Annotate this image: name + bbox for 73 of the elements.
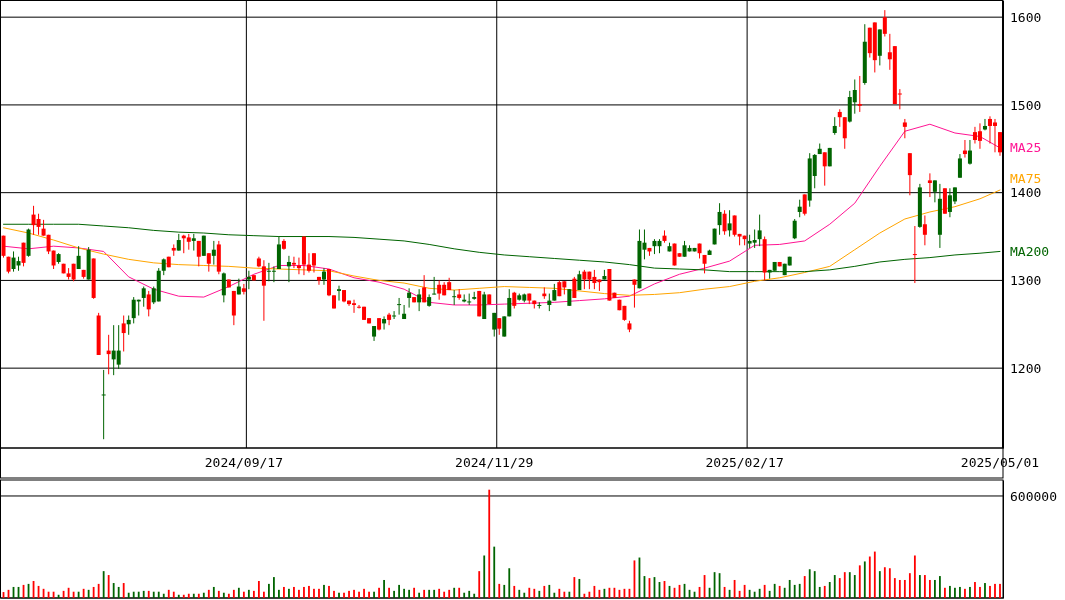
candlestick	[957, 153, 962, 179]
candlestick	[857, 75, 862, 113]
candlestick	[632, 279, 637, 309]
series-label: MA200	[1010, 244, 1050, 259]
candlestick	[116, 324, 121, 370]
y-tick-label: 1500	[1010, 97, 1042, 113]
candlestick	[792, 218, 797, 240]
candlestick	[271, 265, 276, 283]
y-tick-label: 1300	[1010, 273, 1042, 289]
candlestick	[572, 276, 577, 299]
candlestick	[757, 214, 762, 247]
candlestick	[997, 131, 1002, 157]
series-label: MA25	[1010, 140, 1042, 156]
candlestick	[902, 118, 907, 139]
candlestick	[912, 225, 917, 284]
candlestick	[432, 276, 437, 295]
candlestick	[967, 139, 972, 166]
candlestick	[306, 252, 311, 274]
candlestick	[722, 209, 727, 236]
candlestick	[246, 270, 251, 290]
x-tick-label: 2024/09/17	[204, 455, 283, 471]
candlestick	[196, 240, 201, 267]
candlestick	[121, 315, 126, 352]
y-tick-label: 1600	[1010, 9, 1042, 25]
candlestick	[221, 272, 226, 303]
candlestick	[211, 240, 216, 266]
candlestick	[822, 151, 827, 187]
candlestick	[907, 152, 912, 196]
y-tick-label: 600000	[1010, 488, 1057, 504]
y-tick-label: 1400	[1010, 185, 1042, 201]
candlestick	[437, 279, 442, 301]
candlestick	[842, 116, 847, 150]
candlestick	[241, 283, 246, 295]
candlestick	[717, 202, 722, 236]
candlestick	[882, 9, 887, 37]
series-label: MA75	[1010, 171, 1042, 187]
candlestick	[977, 122, 982, 150]
candlestick	[922, 214, 927, 246]
candlestick	[402, 304, 407, 320]
candlestick	[311, 252, 316, 274]
candlestick	[932, 179, 937, 203]
candlestick	[422, 274, 427, 303]
candlestick	[452, 289, 457, 306]
candlestick	[201, 235, 206, 257]
candlestick	[321, 267, 326, 286]
candlestick	[36, 213, 41, 236]
candlestick	[337, 285, 342, 302]
y-tick-label: 1200	[1010, 360, 1042, 376]
candlestick	[992, 118, 997, 153]
x-tick-label: 2025/02/17	[705, 455, 784, 471]
candlestick	[291, 256, 296, 269]
candlestick	[407, 287, 412, 309]
candlestick	[752, 229, 757, 249]
candlestick	[387, 312, 392, 326]
x-tick-label: 2024/11/29	[455, 455, 534, 471]
candlestick	[467, 293, 472, 306]
candlestick	[296, 257, 301, 275]
candlestick	[261, 259, 266, 322]
candlestick	[141, 286, 146, 308]
candlestick	[101, 369, 106, 440]
candlestick	[417, 288, 422, 312]
candlestick	[392, 310, 397, 320]
candlestick	[507, 288, 512, 317]
candlestick	[927, 172, 932, 198]
candlestick	[206, 252, 211, 273]
line-series	[3, 123, 1001, 306]
candlestick	[802, 193, 807, 216]
candlestick	[146, 290, 151, 317]
candlestick	[397, 297, 402, 316]
candlestick	[727, 209, 732, 238]
candlestick	[502, 315, 507, 338]
candlestick	[582, 269, 587, 290]
x-tick-label: 2025/05/01	[960, 455, 1040, 471]
